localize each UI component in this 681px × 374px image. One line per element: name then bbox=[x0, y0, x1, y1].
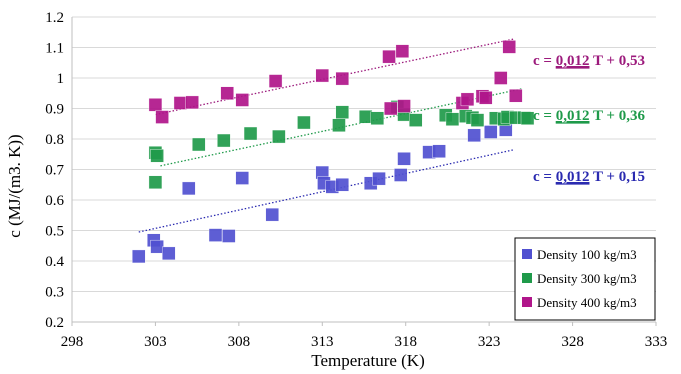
data-point bbox=[409, 113, 423, 127]
y-tick-label: 0.6 bbox=[45, 193, 64, 209]
y-tick-label: 0.2 bbox=[45, 315, 64, 331]
data-point bbox=[383, 101, 398, 116]
data-point bbox=[335, 71, 350, 86]
equation-suffix: T + 0,53 bbox=[589, 53, 645, 69]
data-point bbox=[315, 68, 329, 83]
y-tick-label: 0.7 bbox=[45, 163, 64, 179]
trendline-equation: c = 0,012 T + 0,53 bbox=[533, 53, 645, 69]
legend-label: Density 300 kg/m3 bbox=[537, 271, 637, 286]
data-point bbox=[162, 246, 176, 261]
x-tick-label: 308 bbox=[228, 334, 251, 350]
data-point bbox=[432, 144, 446, 158]
x-tick-label: 313 bbox=[311, 334, 334, 350]
data-point bbox=[173, 96, 188, 110]
data-point bbox=[502, 40, 516, 54]
y-tick-label: 1.1 bbox=[45, 41, 64, 57]
x-tick-label: 328 bbox=[561, 334, 584, 350]
y-tick-label: 0.3 bbox=[45, 285, 64, 301]
x-tick-label: 298 bbox=[61, 334, 84, 350]
data-point bbox=[494, 71, 508, 85]
data-point bbox=[370, 111, 385, 125]
data-point bbox=[185, 95, 199, 110]
data-point bbox=[332, 118, 346, 132]
data-point bbox=[182, 181, 196, 196]
data-point bbox=[297, 115, 311, 130]
equation-suffix: T + 0,15 bbox=[589, 169, 645, 185]
data-point bbox=[222, 229, 236, 243]
legend-label: Density 400 kg/m3 bbox=[537, 295, 637, 310]
data-point bbox=[509, 88, 523, 103]
data-point bbox=[155, 110, 169, 124]
legend-marker bbox=[522, 297, 532, 307]
equation-suffix: T + 0,36 bbox=[589, 108, 645, 124]
y-axis-title: c (MJ/(m3. K)) bbox=[5, 134, 24, 237]
equation-slope: 0,012 bbox=[556, 53, 590, 69]
legend-box bbox=[514, 237, 656, 321]
data-point bbox=[358, 110, 373, 124]
data-point bbox=[243, 126, 258, 141]
data-point bbox=[395, 44, 410, 58]
trendline-equation: c = 0,012 T + 0,36 bbox=[533, 108, 645, 124]
y-tick-labels: 0.2 0.3 0.4 0.5 0.6 0.7 0.8 0.9 1 1.1 1.2 bbox=[45, 10, 64, 331]
data-point bbox=[192, 137, 206, 152]
trendline bbox=[138, 149, 515, 233]
data-point bbox=[372, 171, 386, 186]
equation-slope: 0,012 bbox=[556, 108, 590, 124]
trendline-equations: c = 0,012 T + 0,53c = 0,012 T + 0,36c = … bbox=[533, 53, 645, 185]
x-tick-label: 303 bbox=[144, 334, 167, 350]
y-tick-label: 0.5 bbox=[45, 224, 64, 240]
data-point bbox=[460, 92, 475, 107]
equation-prefix: c = bbox=[533, 53, 556, 69]
data-point bbox=[132, 249, 146, 264]
equation-slope: 0,012 bbox=[556, 169, 590, 185]
trendline-equation: c = 0,012 T + 0,15 bbox=[533, 169, 645, 185]
data-point bbox=[335, 178, 350, 192]
data-point bbox=[484, 125, 498, 139]
data-point bbox=[217, 133, 231, 148]
data-point bbox=[235, 93, 249, 107]
data-point bbox=[335, 105, 350, 119]
data-point bbox=[235, 171, 249, 185]
data-point bbox=[397, 99, 411, 113]
x-tick-label: 333 bbox=[645, 334, 668, 350]
data-point bbox=[394, 168, 408, 182]
data-point bbox=[265, 207, 279, 222]
y-tick-label: 1.2 bbox=[45, 10, 64, 26]
data-point bbox=[467, 128, 481, 143]
legend: Density 100 kg/m3 Density 300 kg/m3 Densit… bbox=[514, 237, 656, 321]
equation-prefix: c = bbox=[533, 108, 556, 124]
data-point bbox=[150, 149, 164, 163]
x-tick-label: 318 bbox=[394, 334, 417, 350]
y-tick-label: 1 bbox=[57, 71, 65, 87]
data-point bbox=[148, 175, 163, 190]
x-axis-title: Temperature (K) bbox=[311, 351, 425, 370]
y-tick-label: 0.8 bbox=[45, 132, 64, 148]
data-point bbox=[382, 49, 396, 64]
data-point bbox=[397, 152, 411, 166]
data-point bbox=[220, 86, 234, 100]
y-tick-label: 0.4 bbox=[45, 254, 64, 270]
trendline bbox=[155, 38, 515, 116]
data-point bbox=[470, 113, 485, 127]
axes bbox=[71, 17, 657, 326]
equation-prefix: c = bbox=[533, 169, 556, 185]
data-point bbox=[150, 239, 164, 254]
legend-marker bbox=[522, 273, 532, 283]
data-points bbox=[132, 40, 535, 264]
x-tick-labels: 298 303 308 313 318 323 328 333 bbox=[61, 334, 668, 350]
data-point bbox=[268, 74, 283, 88]
legend-label: Density 100 kg/m3 bbox=[537, 247, 637, 262]
data-point bbox=[148, 98, 163, 112]
data-point bbox=[272, 129, 286, 144]
data-point bbox=[479, 91, 493, 105]
y-tick-label: 0.9 bbox=[45, 102, 64, 118]
data-point bbox=[520, 111, 535, 125]
data-point bbox=[445, 112, 460, 126]
x-tick-label: 323 bbox=[478, 334, 501, 350]
legend-marker bbox=[522, 249, 532, 259]
gridlines bbox=[72, 16, 656, 292]
data-point bbox=[208, 228, 223, 242]
